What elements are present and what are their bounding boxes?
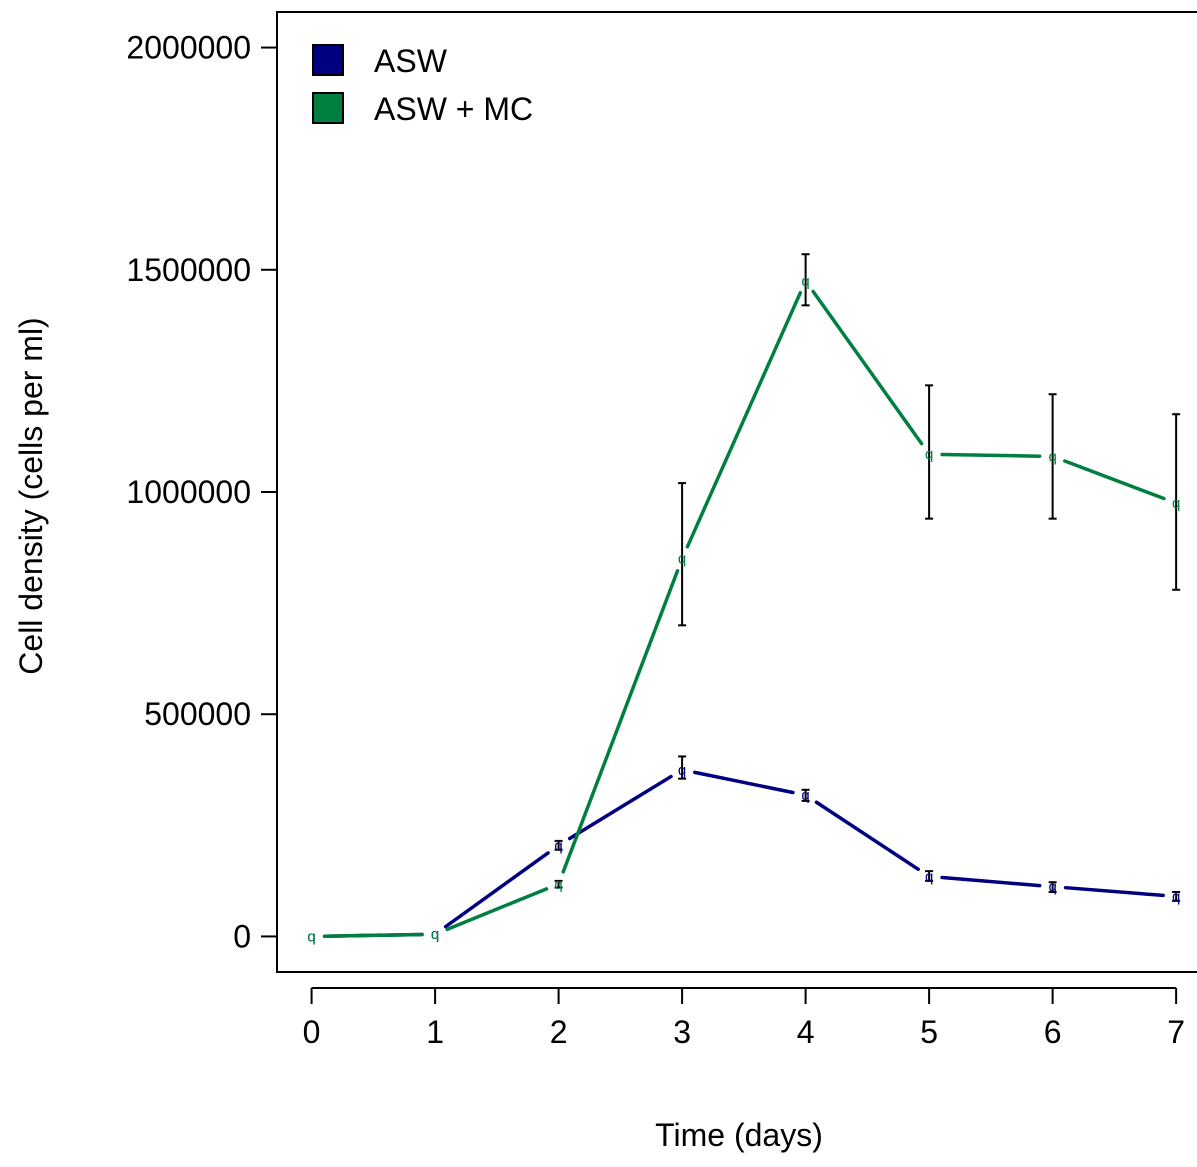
series-0-point-6: q [1048, 879, 1056, 896]
x-tick-label-1: 1 [426, 1014, 444, 1050]
legend-swatch-1 [312, 92, 344, 124]
y-tick-label-0: 0 [233, 918, 251, 954]
x-tick-label-7: 7 [1167, 1014, 1185, 1050]
series-1: q q q q q q q q [307, 253, 1181, 945]
legend-label-0: ASW [374, 43, 448, 79]
series-0-segment-4 [814, 800, 921, 872]
series-0-segment-2 [567, 774, 673, 841]
series-0-error-bar-6 [1048, 881, 1057, 893]
series-0-error-bar-3 [678, 755, 687, 780]
series-0-error-bar-5 [925, 870, 934, 882]
series-1-point-5: q [925, 446, 933, 463]
plot-frame [276, 11, 1197, 973]
legend-swatch-0 [312, 44, 344, 76]
y-axis: 0 500000 1000000 1500000 2000000 [126, 30, 277, 954]
series-1-point-3: q [678, 551, 686, 568]
series-1-point-0: q [307, 928, 315, 945]
y-tick-label-1: 500000 [144, 696, 251, 732]
series-0-point-3: q [678, 762, 686, 779]
series-1-error-bar-4 [801, 253, 810, 307]
series-1-error-bar-7 [1172, 413, 1181, 591]
series-1-segment-1 [445, 887, 549, 932]
series-1-error-bar-6 [1048, 393, 1057, 520]
series-0-segment-3 [693, 770, 795, 795]
y-axis-title: Cell density (cells per ml) [13, 317, 49, 674]
series-0-point-2: q [554, 837, 562, 854]
series-0-error-bar-4 [801, 788, 810, 802]
series-0-error-bar-2 [554, 839, 563, 851]
series-1-point-6: q [1048, 448, 1056, 465]
series-1-point-7: q [1172, 495, 1180, 512]
series-1-segment-3 [685, 291, 803, 549]
legend-item-1: ASW + MC [312, 91, 533, 127]
series-1-segment-0 [322, 932, 424, 938]
x-tick-label-0: 0 [303, 1014, 321, 1050]
series-0-point-1: q [431, 926, 439, 943]
series-1-point-1: q [431, 926, 439, 943]
series-0: q q q q q q q q [307, 755, 1181, 945]
series-0-point-7: q [1172, 888, 1180, 905]
x-tick-label-6: 6 [1044, 1014, 1062, 1050]
series-1-segment-6 [1063, 459, 1166, 501]
series-0-error-bar-7 [1172, 891, 1181, 902]
x-axis: 0 1 2 3 4 5 6 7 [303, 987, 1185, 1050]
x-tick-label-4: 4 [797, 1014, 815, 1050]
legend: ASW ASW + MC [312, 43, 533, 127]
legend-label-1: ASW + MC [374, 91, 533, 127]
legend-item-0: ASW [312, 43, 448, 79]
y-tick-label-2: 1000000 [126, 474, 251, 510]
y-tick-label-4: 2000000 [126, 30, 251, 66]
series-1-error-bar-3 [678, 482, 687, 627]
series-0-point-0: q [307, 928, 315, 945]
series-1-segment-5 [940, 452, 1042, 458]
series-1-segment-2 [561, 569, 680, 874]
series-1-segment-4 [811, 289, 924, 446]
series-0-segment-1 [443, 851, 550, 929]
x-tick-label-5: 5 [920, 1014, 938, 1050]
series-1-point-2: q [554, 876, 562, 893]
x-tick-label-2: 2 [550, 1014, 568, 1050]
series-1-error-bar-2 [554, 879, 563, 889]
series-1-point-4: q [801, 273, 809, 290]
series-0-point-4: q [801, 787, 809, 804]
series-0-point-5: q [925, 868, 933, 885]
series-0-segment-5 [940, 875, 1042, 888]
x-axis-title: Time (days) [655, 1117, 823, 1153]
x-tick-label-3: 3 [673, 1014, 691, 1050]
series-1-error-bar-5 [925, 384, 934, 520]
y-tick-label-3: 1500000 [126, 252, 251, 288]
series-0-segment-6 [1063, 885, 1165, 898]
